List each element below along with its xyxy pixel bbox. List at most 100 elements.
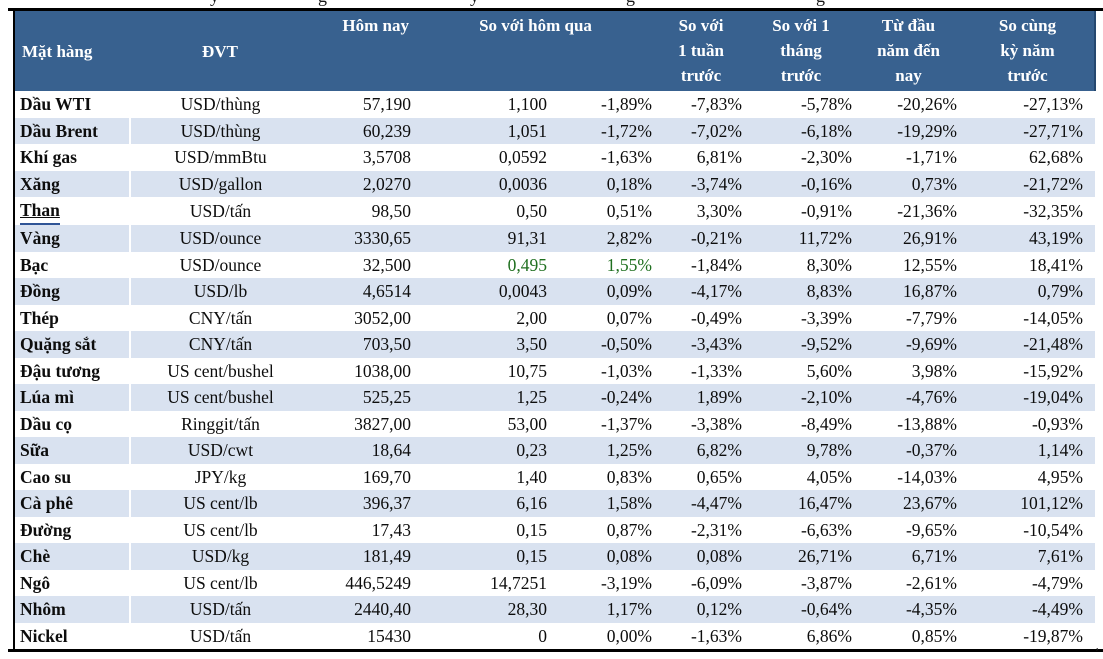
vs-week-pct: 0,12% [656, 596, 746, 623]
vs-month-pct: 26,71% [746, 543, 856, 570]
change-pct-text: -1,63% [600, 147, 652, 167]
change-pct-text: 0,09% [606, 281, 652, 301]
unit-cell-text: US cent/lb [183, 519, 258, 540]
ytd-pct-text: -21,36% [897, 200, 957, 221]
change-pct-text: 0,18% [606, 173, 652, 194]
commodity-name: Lúa mì [14, 384, 131, 411]
vs-month-pct-text: 8,83% [806, 281, 852, 301]
unit-cell: USD/gallon [130, 171, 310, 198]
table-row: Dầu WTI USD/thùng 57,190 1,100 -1,89% -7,83% -… [14, 91, 1095, 118]
yoy-pct-text: -4,79% [1031, 572, 1083, 593]
clipped-text-strip: ygygg [0, 0, 1103, 8]
change-abs-text: 53,00 [507, 413, 547, 434]
header-ytd: Từ đầu năm đến nay [856, 11, 961, 91]
change-abs-text: 0,0043 [498, 281, 547, 301]
unit-cell-text: USD/tấn [189, 625, 252, 646]
yoy-pct: 4,95% [961, 464, 1095, 491]
change-abs-text: 1,100 [507, 94, 547, 114]
change-abs: 0,0043 [415, 278, 551, 305]
vs-week-pct-text: 6,82% [696, 440, 742, 460]
ytd-pct: -7,79% [856, 305, 961, 332]
ytd-pct: -20,26% [856, 91, 961, 118]
change-pct: 0,07% [551, 305, 656, 332]
header-yoy: So cùng kỳ năm trước [961, 11, 1096, 91]
table-header: Mặt hàng ĐVT Hôm nay So với hôm qua So v… [14, 11, 1096, 91]
change-abs: 91,31 [415, 225, 551, 252]
yoy-pct-text: -19,87% [1023, 625, 1083, 646]
ytd-pct-text: 12,55% [903, 254, 957, 275]
yoy-pct-text: -0,93% [1031, 413, 1083, 434]
commodity-name-text: Nhôm [20, 599, 66, 619]
yoy-pct: -27,71% [961, 118, 1095, 145]
commodity-name: Dầu cọ [14, 410, 131, 437]
commodity-link[interactable]: Than [20, 199, 60, 225]
change-pct-text: 0,51% [606, 200, 652, 221]
change-pct: -3,19% [551, 570, 656, 597]
unit-cell: USD/cwt [130, 437, 310, 464]
today-value-text: 446,5249 [345, 572, 411, 593]
ytd-pct: 3,98% [856, 358, 961, 385]
table-row: Thép CNY/tấn 3052,00 2,00 0,07% -0,49% -3,39% -… [14, 304, 1095, 332]
unit-cell-text: USD/ounce [179, 228, 262, 248]
vs-month-pct-text: 5,60% [806, 360, 852, 381]
ytd-pct-text: 3,98% [911, 360, 957, 381]
change-pct: -1,63% [551, 144, 656, 171]
vs-month-pct-text: -0,91% [800, 200, 852, 221]
unit-cell-text: CNY/tấn [188, 307, 253, 328]
vs-week-pct: -3,43% [656, 331, 746, 358]
commodity-name-text: Lúa mì [20, 387, 74, 407]
ytd-pct-text: -1,71% [905, 147, 957, 167]
change-pct: 0,83% [551, 464, 656, 491]
commodity-name-text: Thép [20, 307, 59, 328]
change-pct: 0,09% [551, 278, 656, 305]
commodity-name-text: Khí gas [20, 147, 77, 167]
change-abs: 1,40 [415, 464, 551, 491]
vs-week-pct: 0,08% [656, 543, 746, 570]
today-value-text: 98,50 [371, 200, 411, 221]
ytd-pct: -13,88% [856, 411, 961, 438]
unit-cell-text: USD/mmBtu [174, 147, 267, 167]
today-value: 18,64 [310, 437, 415, 464]
yoy-pct-text: 0,79% [1037, 281, 1083, 301]
vs-month-pct: -2,10% [746, 384, 856, 411]
vs-week-pct: -3,74% [656, 171, 746, 198]
ytd-pct-text: 23,67% [903, 493, 957, 513]
header-unit: ĐVT [130, 11, 310, 91]
ytd-pct: -4,76% [856, 384, 961, 411]
vs-month-pct: -2,30% [746, 144, 856, 171]
commodity-name-text: Đồng [20, 281, 60, 301]
today-value: 703,50 [310, 331, 415, 358]
vs-week-pct-text: -3,74% [690, 173, 742, 194]
change-abs-text: 2,00 [516, 307, 547, 328]
yoy-pct-text: -27,13% [1023, 94, 1083, 114]
today-value: 2440,40 [310, 596, 415, 623]
ytd-pct-text: 6,71% [911, 546, 957, 566]
yoy-pct: -32,35% [961, 197, 1095, 225]
vs-month-pct: 5,60% [746, 358, 856, 385]
change-pct: -1,37% [551, 411, 656, 438]
unit-cell: USD/lb [130, 278, 310, 305]
yoy-pct: -10,54% [961, 517, 1095, 544]
yoy-pct-text: 4,95% [1037, 466, 1083, 487]
ytd-pct-text: -0,37% [905, 440, 957, 460]
change-abs-text: 91,31 [507, 228, 547, 248]
yoy-pct: -27,13% [961, 91, 1095, 118]
vs-week-pct: 6,82% [656, 437, 746, 464]
change-abs: 10,75 [415, 358, 551, 385]
today-value-text: 3330,65 [354, 228, 411, 248]
yoy-pct: -19,87% [961, 623, 1095, 650]
yoy-pct-text: 1,14% [1037, 440, 1083, 460]
today-value: 57,190 [310, 91, 415, 118]
table-row: Cà phê US cent/lb 396,37 6,16 1,58% -4,47% 16,… [14, 490, 1095, 517]
yoy-pct: 7,61% [961, 543, 1095, 570]
change-pct-text: -0,24% [600, 387, 652, 407]
yoy-pct-text: -27,71% [1023, 120, 1083, 141]
vs-month-pct: -6,63% [746, 517, 856, 544]
change-pct: 2,82% [551, 225, 656, 252]
table-row: Đường US cent/lb 17,43 0,15 0,87% -2,31% -6,63… [14, 516, 1095, 544]
vs-month-pct: 6,86% [746, 623, 856, 650]
ytd-pct-text: -9,65% [905, 519, 957, 540]
unit-cell-text: USD/cwt [187, 440, 254, 460]
commodity-name-text: Quặng sắt [20, 334, 97, 354]
ytd-pct: 12,55% [856, 252, 961, 279]
